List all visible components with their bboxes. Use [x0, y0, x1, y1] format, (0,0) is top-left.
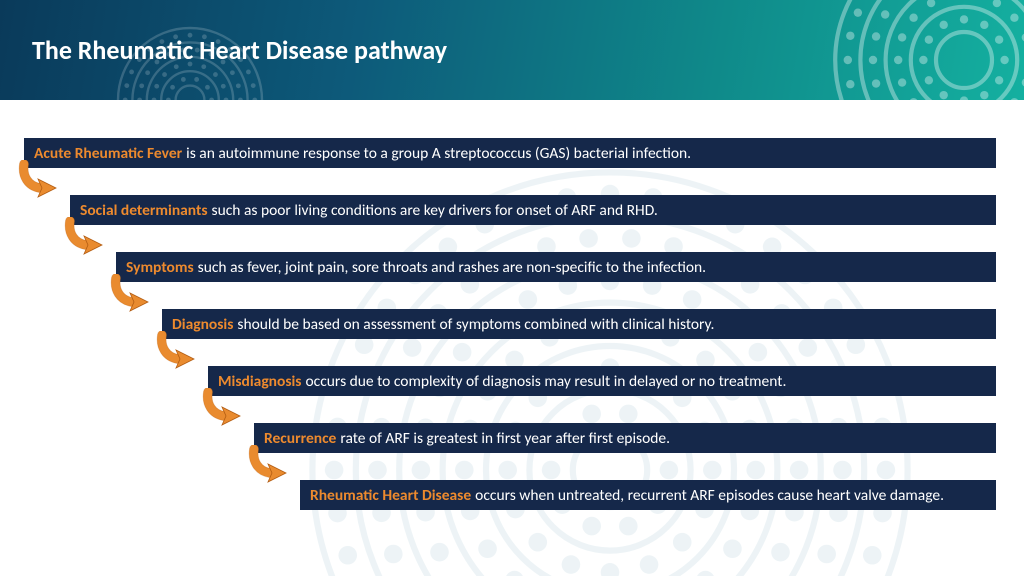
page-title: The Rheumatic Heart Disease pathway — [32, 34, 447, 66]
pathway-step: Misdiagnosis occurs due to complexity of… — [0, 366, 1024, 423]
pathway-step: Symptoms such as fever, joint pain, sore… — [0, 252, 1024, 309]
header: The Rheumatic Heart Disease pathway — [0, 0, 1024, 100]
pathway-step: Recurrence rate of ARF is greatest in fi… — [0, 423, 1024, 480]
flow-arrow-icon — [156, 331, 198, 371]
step-bar: Rheumatic Heart Disease occurs when untr… — [300, 480, 996, 510]
step-bar: Acute Rheumatic Fever is an autoimmune r… — [24, 138, 996, 168]
step-bar: Social determinants such as poor living … — [70, 195, 996, 225]
step-bar: Misdiagnosis occurs due to complexity of… — [208, 366, 996, 396]
flow-arrow-icon — [248, 445, 290, 485]
step-body: should be based on assessment of symptom… — [237, 315, 714, 334]
pathway-step: Acute Rheumatic Fever is an autoimmune r… — [0, 138, 1024, 195]
flow-arrow-icon — [202, 388, 244, 428]
step-body: occurs when untreated, recurrent ARF epi… — [475, 486, 944, 505]
pathway-step: Rheumatic Heart Disease occurs when untr… — [0, 480, 1024, 537]
step-bar: Recurrence rate of ARF is greatest in fi… — [254, 423, 996, 453]
flow-arrow-icon — [64, 217, 106, 257]
step-lead: Rheumatic Heart Disease — [310, 486, 471, 505]
flow-arrow-icon — [110, 274, 152, 314]
step-body: is an autoimmune response to a group A s… — [186, 144, 691, 163]
step-body: rate of ARF is greatest in first year af… — [340, 429, 670, 448]
step-body: occurs due to complexity of diagnosis ma… — [306, 372, 787, 391]
pathway-step: Diagnosis should be based on assessment … — [0, 309, 1024, 366]
flow-arrow-icon — [18, 160, 60, 200]
pathway-steps: Acute Rheumatic Fever is an autoimmune r… — [0, 138, 1024, 537]
step-body: such as poor living conditions are key d… — [212, 201, 658, 220]
step-bar: Diagnosis should be based on assessment … — [162, 309, 996, 339]
pathway-step: Social determinants such as poor living … — [0, 195, 1024, 252]
step-body: such as fever, joint pain, sore throats … — [198, 258, 706, 277]
header-mandala-large — [824, 0, 1024, 100]
step-bar: Symptoms such as fever, joint pain, sore… — [116, 252, 996, 282]
